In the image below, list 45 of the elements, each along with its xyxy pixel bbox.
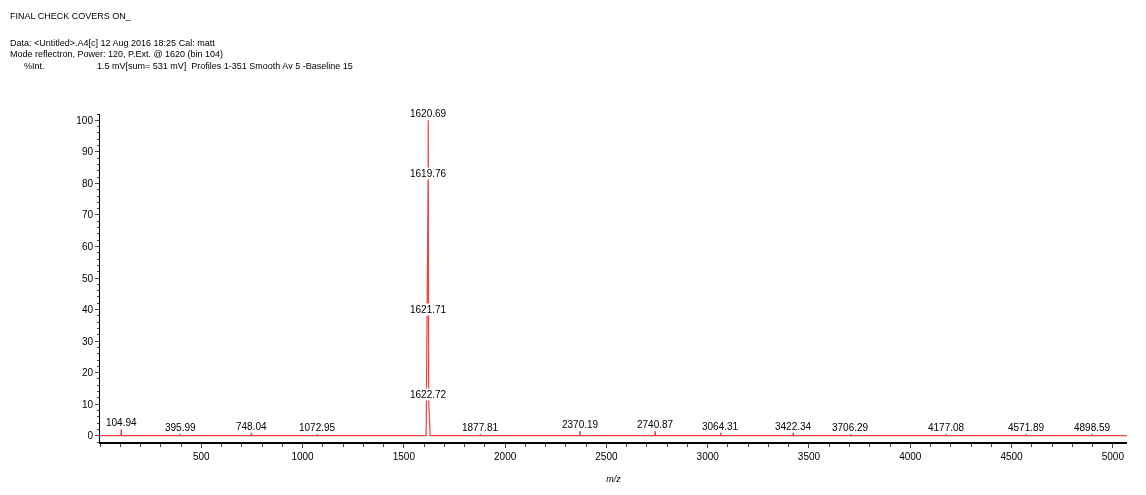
annotation: 1072.95 bbox=[299, 422, 336, 433]
annotation: 104.94 bbox=[106, 417, 138, 428]
annotation: 1622.72 bbox=[410, 389, 447, 400]
annotation: 1619.76 bbox=[410, 168, 447, 179]
x-tick-label: 2000 bbox=[494, 451, 517, 462]
x-tick-label: 3000 bbox=[696, 451, 720, 462]
x-tick-label: 2500 bbox=[595, 451, 618, 462]
annotation: 2370.19 bbox=[562, 419, 599, 430]
text: Mode reflectron, Power: 120, P.Ext. @ 1620 (bin 104) bbox=[10, 49, 224, 59]
annotation: 4571.89 bbox=[1008, 422, 1045, 433]
y-tick-label: 30 bbox=[81, 335, 94, 347]
annotation: 1877.81 bbox=[462, 422, 499, 433]
y-tick-label: 0 bbox=[87, 430, 94, 442]
x-tick-label: 5000 bbox=[1101, 451, 1125, 462]
annotation: 3064.31 bbox=[702, 421, 739, 432]
x-tick-label: 4500 bbox=[1000, 451, 1024, 462]
chart-subtitle: Data: <Untitled>.A4[c] 12 Aug 2016 18:25 Cal: matt bbox=[10, 38, 216, 48]
annotation: 395.99 bbox=[165, 422, 197, 433]
y-tick-label: 90 bbox=[81, 146, 94, 158]
x-tick-label: 1000 bbox=[291, 451, 315, 462]
chart-title: FINAL CHECK COVERS ON_ bbox=[10, 11, 132, 21]
annotation: 748.04 bbox=[236, 421, 268, 432]
annotation: 2740.87 bbox=[637, 419, 674, 430]
x-tick-label: 1500 bbox=[392, 451, 416, 462]
y-tick-label: 80 bbox=[81, 177, 94, 189]
x-axis-title: m/z bbox=[606, 474, 622, 485]
y-tick-label: 70 bbox=[81, 209, 94, 221]
y-tick-label: 10 bbox=[81, 398, 94, 410]
annotation: 4177.08 bbox=[928, 422, 965, 433]
y-tick-label: 20 bbox=[81, 367, 94, 379]
annotation: 3706.29 bbox=[832, 422, 869, 433]
text: 1.5 mV[sum= 531 mV] Profiles 1-351 Smooth Av 5 -Baseline 15 bbox=[97, 61, 353, 71]
x-tick-label: 4000 bbox=[899, 451, 922, 462]
annotation: 3422.34 bbox=[775, 421, 812, 432]
y-tick-label: 40 bbox=[81, 304, 94, 316]
text: %Int. bbox=[24, 61, 45, 71]
annotation: 1621.71 bbox=[410, 304, 447, 315]
annotation: 4898.59 bbox=[1074, 422, 1111, 433]
line-series bbox=[100, 119, 1127, 437]
annotation: 1620.69 bbox=[410, 108, 447, 119]
y-tick-label: 50 bbox=[81, 272, 94, 284]
x-tick-label: 500 bbox=[192, 451, 211, 462]
y-tick-label: 60 bbox=[81, 240, 94, 252]
x-tick-label: 3500 bbox=[797, 451, 821, 462]
y-tick-label: 100 bbox=[76, 114, 94, 126]
